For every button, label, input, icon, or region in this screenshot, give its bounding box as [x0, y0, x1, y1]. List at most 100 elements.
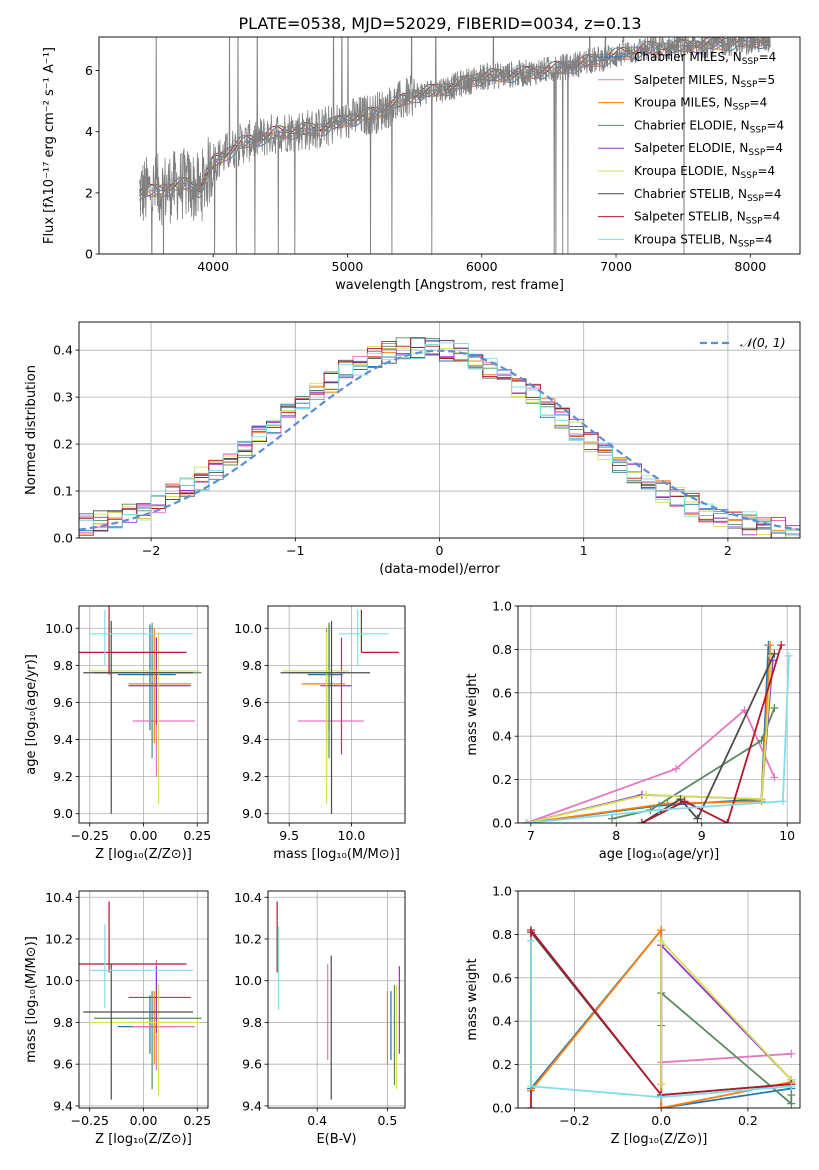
age_vs_mass-axes: 9.5 10.0 9.0 9.2 9.4 9.6 9.8 10.0 mass [log₁₀(M/… [234, 606, 405, 862]
weight_vs_Z-ytick-label: 1.0 [492, 884, 512, 899]
weight_vs_age-series-1 [526, 708, 776, 823]
age_vs_Z-ylabel: age [log₁₀(age/yr)] [24, 654, 39, 775]
weight_vs_age-marker-7 [680, 797, 689, 806]
weight_vs_age-ytick-label: 0.4 [492, 729, 512, 744]
age_vs_mass-xtick-label: 9.5 [279, 828, 299, 843]
weight_vs_age-marker-8 [778, 797, 787, 806]
mass_vs_Z-ytick-label: 10.2 [45, 931, 73, 946]
weight_vs_age-series-8 [526, 655, 790, 823]
residual_hist-xtick-label: 2 [724, 543, 732, 558]
weight_vs_Z-marker-5 [657, 936, 666, 945]
mass_vs_ebv-xtick-label: 0.4 [307, 1113, 327, 1128]
spectrum-xtick-label: 5000 [332, 259, 364, 274]
weight_vs_age-marker-8 [655, 805, 663, 814]
weight_vs_age-marker-1 [672, 764, 681, 773]
legend-gaussian-label: 𝒩(0, 1) [740, 335, 786, 350]
weight_vs_Z-marker-7 [527, 926, 536, 935]
weight_vs_Z-series-1 [660, 1052, 792, 1108]
spectrum-xlabel: wavelength [Angstrom, rest frame] [335, 278, 564, 293]
spectrum-ytick-label: 4 [85, 124, 93, 139]
legend-entry-4: Salpeter ELODIE, NSSP=4 [634, 141, 783, 158]
weight_vs_age-marker-3 [608, 814, 616, 823]
spectrum-xtick-label: 7000 [600, 259, 632, 274]
histogram-legend: 𝒩(0, 1) [700, 335, 786, 350]
weight_vs_Z-ytick-label: 0.4 [492, 1014, 512, 1029]
weight_vs_age-lines [522, 641, 793, 823]
weight_vs_age-marker-1 [770, 773, 779, 782]
weight_vs_age-series-5 [526, 655, 773, 823]
weight_vs_Z-marker-8 [527, 936, 536, 945]
age_vs_mass-ytick-label: 10.0 [234, 621, 262, 636]
weight_vs_age-frame [517, 605, 801, 824]
spectrum-xtick-label: 6000 [466, 259, 498, 274]
age_vs_Z-ytick-label: 9.8 [53, 658, 73, 673]
weight_vs_age-marker-3 [770, 703, 779, 712]
mass_vs_Z-xtick-label: −0.25 [71, 1113, 109, 1128]
mass_vs_Z-xtick-label: 0.00 [130, 1113, 158, 1128]
residual_hist-ytick-label: 0.4 [53, 343, 73, 358]
age_vs_Z-ytick-label: 9.6 [53, 695, 73, 710]
weight_vs_Z-lines [527, 926, 796, 1108]
spectrum-data-line [138, 37, 771, 254]
weight_vs_age-marker-5 [757, 795, 766, 804]
age_vs_Z-xtick-label: 0.25 [183, 828, 211, 843]
residual_hist-axes: −2 −1 0 1 2 0.0 0.1 0.2 0.3 0.4 (data-model)/error… [24, 322, 800, 577]
weight_vs_Z-marker-5 [657, 1080, 666, 1089]
mass_vs_Z-ytick-label: 10.0 [45, 973, 73, 988]
mass_vs_Z-ylabel: mass [log₁₀(M/M⊙)] [24, 936, 39, 1063]
weight_vs_age-marker-5 [642, 790, 651, 799]
age_vs_mass-ytick-label: 9.6 [242, 695, 262, 710]
mass_vs_ebv-axes: 0.4 0.5 9.4 9.6 9.8 10.0 10.2 10.4 E(B-V) [234, 890, 405, 1147]
weight_vs_age-xtick-label: 8 [612, 828, 620, 843]
mass_vs_ebv-xlabel: E(B-V) [316, 1132, 356, 1147]
histogram-steps [79, 337, 800, 538]
weight_vs_Z-frame [517, 890, 801, 1109]
weight_vs_Z-marker-2 [657, 926, 666, 935]
weight_vs_age-marker-6 [693, 814, 702, 823]
weight_vs_age-series-0 [526, 645, 770, 823]
weight_vs_Z-marker-8 [527, 1082, 536, 1091]
legend-entry-3: Chabrier ELODIE, NSSP=4 [634, 118, 784, 135]
weight_vs_Z-xtick-label: 0.2 [738, 1113, 758, 1128]
age_vs_Z-xtick-label: −0.25 [71, 828, 109, 843]
mass_vs_ebv-frame [267, 890, 406, 1109]
age_vs_Z-xtick-label: 0.00 [130, 828, 158, 843]
age_vs_mass-xtick-label: 10.0 [338, 828, 366, 843]
age_vs_Z-points [79, 606, 202, 814]
residual_hist-ytick-label: 0.1 [53, 484, 73, 499]
weight_vs_age-marker-6 [676, 795, 685, 804]
legend-entry-8: Kroupa STELIB, NSSP=4 [634, 232, 772, 249]
weight_vs_age-ylabel: mass weight [465, 673, 480, 755]
weight_vs_Z-marker-2 [657, 1104, 666, 1108]
age_vs_mass-ytick-label: 9.4 [242, 732, 262, 747]
weight_vs_Z-marker-1 [787, 1049, 796, 1058]
mass_vs_ebv-ytick-label: 10.2 [234, 931, 262, 946]
spectrum-lines [138, 37, 771, 254]
weight_vs_Z-marker-3 [787, 1099, 796, 1108]
residual_hist-xlabel: (data-model)/error [379, 562, 500, 577]
age_vs_mass-points [280, 609, 399, 814]
mass_vs_Z-ytick-label: 9.8 [53, 1015, 73, 1030]
mass_vs_Z-points [79, 901, 202, 1100]
legend-entry-1: Salpeter MILES, NSSP=5 [634, 73, 775, 90]
residual_hist-xtick-label: −2 [142, 543, 160, 558]
weight_vs_age-series-2 [526, 645, 771, 823]
weight_vs_Z-ytick-label: 0.2 [492, 1057, 512, 1072]
weight_vs_Z-ytick-label: 0.0 [492, 1101, 512, 1116]
spectrum-ytick-label: 6 [85, 63, 93, 78]
mass_vs_ebv-xtick-label: 0.5 [377, 1113, 397, 1128]
weight_vs_age-marker-3 [757, 736, 766, 745]
weight_vs_age-marker-7 [777, 641, 786, 650]
age_vs_Z-axes: −0.25 0.00 0.25 9.0 9.2 9.4 9.6 9.8 10.0 Z [log₁₀… [24, 606, 211, 862]
spectrum-xtick-label: 4000 [197, 259, 229, 274]
spectrum-ytick-label: 0 [85, 247, 93, 262]
age_vs_Z-ytick-label: 9.0 [53, 806, 73, 821]
weight_vs_Z-marker-8 [787, 1082, 796, 1091]
weight_vs_age-marker-2 [766, 641, 775, 650]
legend-entry-7: Salpeter STELIB, NSSP=4 [634, 210, 780, 227]
spectrum-ylabel: Flux [fλ10⁻¹⁷ erg cm⁻² s⁻¹ A⁻¹] [42, 47, 57, 244]
spectrum-frame [98, 36, 801, 255]
age_vs_Z-ytick-label: 9.2 [53, 769, 73, 784]
weight_vs_age-xlabel: age [log₁₀(age/yr)] [599, 847, 720, 862]
